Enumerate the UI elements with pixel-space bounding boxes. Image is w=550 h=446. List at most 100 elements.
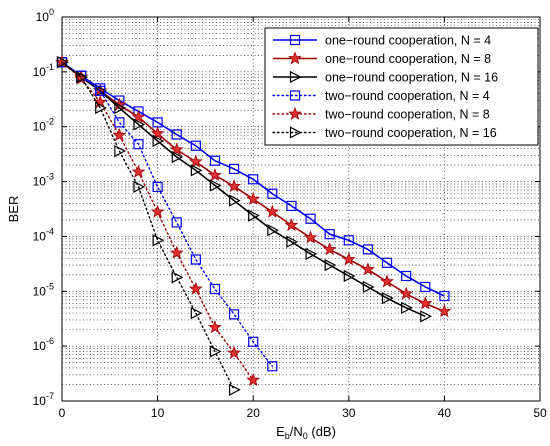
series-0-point-13 bbox=[305, 213, 316, 224]
x-axis-label-mid: /N bbox=[290, 424, 303, 439]
legend-label-1: one−round cooperation, N = 8 bbox=[325, 52, 491, 66]
series-5-point-4 bbox=[133, 180, 146, 194]
x-tick-label-0: 0 bbox=[59, 406, 66, 420]
series-1-point-14 bbox=[322, 242, 337, 256]
y-tick-label-exp-6: -6 bbox=[46, 336, 54, 346]
legend-label-2: one−round cooperation, N = 16 bbox=[325, 71, 498, 85]
y-tick-label-exp-5: -5 bbox=[46, 281, 54, 291]
series-2-point-15 bbox=[343, 269, 356, 283]
series-3 bbox=[56, 57, 278, 372]
series-2-point-7 bbox=[190, 164, 203, 177]
x-tick-label-4: 40 bbox=[438, 406, 452, 420]
axis-ticks: 0 10 20 30 40 5010010-110-210-310-410-510-610… bbox=[33, 7, 547, 420]
series-4-point-5 bbox=[150, 204, 165, 218]
y-axis-label: BER bbox=[6, 196, 21, 223]
series-0-point-17 bbox=[381, 257, 393, 268]
series-4-point-4 bbox=[131, 164, 146, 178]
y-tick-label-exp-3: -3 bbox=[46, 172, 54, 182]
series-2-point-12 bbox=[286, 235, 299, 248]
series-5-point-2 bbox=[95, 101, 107, 115]
series-3-point-8 bbox=[209, 283, 221, 295]
series-0-point-18 bbox=[401, 270, 412, 282]
series-3-point-4 bbox=[133, 139, 144, 150]
series-5-point-1 bbox=[76, 71, 88, 84]
series-1-point-20 bbox=[437, 304, 452, 318]
series-2-point-3 bbox=[114, 101, 127, 115]
series-2-point-4 bbox=[133, 118, 146, 131]
series-1-point-5 bbox=[150, 126, 165, 140]
series-4-point-3 bbox=[112, 127, 127, 142]
series-1 bbox=[55, 54, 452, 318]
y-tick-label-7: 10-7 bbox=[33, 391, 54, 408]
y-tick-label-0: 100 bbox=[36, 7, 54, 24]
series-2-point-5 bbox=[152, 134, 165, 148]
legend-box bbox=[264, 27, 539, 146]
series-2-point-10 bbox=[248, 209, 260, 222]
series-3-point-5 bbox=[152, 181, 163, 192]
series-5-point-7 bbox=[190, 306, 203, 320]
series-1-point-9 bbox=[227, 179, 241, 193]
series-2-point-17 bbox=[381, 291, 394, 305]
series-5 bbox=[56, 56, 241, 396]
series-4-point-7 bbox=[188, 281, 203, 295]
legend-marker-4 bbox=[288, 106, 302, 120]
x-tick-label-2: 20 bbox=[247, 406, 261, 420]
series-0-point-16 bbox=[362, 244, 374, 255]
series-0-point-8 bbox=[209, 155, 221, 166]
series-4-point-6 bbox=[169, 245, 184, 259]
series-3-point-6 bbox=[171, 217, 182, 228]
legend-marker-5 bbox=[289, 126, 302, 139]
x-axis-label-main: E bbox=[276, 424, 285, 439]
series-4-point-9 bbox=[227, 345, 241, 359]
series-3-point-7 bbox=[190, 254, 201, 265]
y-tick-label-base-3: 10 bbox=[33, 175, 47, 189]
series-4-point-10 bbox=[246, 372, 261, 386]
y-tick-label-4: 10-4 bbox=[33, 226, 54, 243]
series-1-point-16 bbox=[361, 262, 375, 276]
series-5-point-9 bbox=[228, 383, 241, 396]
y-tick-label-exp-4: -4 bbox=[46, 226, 54, 236]
series-5-point-6 bbox=[171, 271, 184, 284]
series-0-point-12 bbox=[286, 200, 297, 212]
series-line-3 bbox=[61, 61, 274, 367]
y-tick-label-3: 10-3 bbox=[33, 172, 54, 189]
x-axis-label: Eb/N0 (dB) bbox=[276, 424, 336, 441]
series-2-point-8 bbox=[209, 179, 222, 192]
series-5-point-3 bbox=[114, 144, 127, 158]
series-2-point-18 bbox=[401, 301, 413, 314]
y-tick-label-2: 10-2 bbox=[33, 117, 54, 134]
legend: one−round cooperation, N = 4 one−round co… bbox=[264, 27, 539, 146]
y-tick-label-base-6: 10 bbox=[33, 339, 47, 353]
legend-label-4: two−round cooperation, N = 8 bbox=[325, 108, 490, 122]
y-tick-label-exp-7: -7 bbox=[46, 391, 54, 401]
y-tick-label-base-7: 10 bbox=[33, 394, 47, 408]
series-0-point-7 bbox=[190, 140, 201, 151]
series-2-point-16 bbox=[362, 280, 375, 294]
series-0-point-11 bbox=[267, 188, 278, 199]
series-0-point-14 bbox=[324, 229, 335, 240]
y-tick-label-base-1: 10 bbox=[33, 65, 47, 79]
series-1-point-12 bbox=[284, 218, 299, 232]
series-2-point-14 bbox=[324, 258, 337, 272]
series-1-point-7 bbox=[188, 154, 203, 168]
x-tick-label-5: 50 bbox=[533, 406, 547, 420]
series-1-point-10 bbox=[246, 191, 261, 205]
series-0-point-9 bbox=[228, 163, 240, 175]
series-1-point-18 bbox=[399, 286, 414, 300]
series-4-point-8 bbox=[208, 320, 222, 334]
legend-label-5: two−round cooperation, N = 16 bbox=[325, 126, 497, 140]
legend-marker-0 bbox=[289, 34, 301, 46]
series-line-5 bbox=[61, 61, 235, 391]
series-5-point-5 bbox=[152, 234, 165, 247]
series-2-point-11 bbox=[267, 224, 280, 237]
series-2-point-19 bbox=[420, 310, 432, 323]
x-axis-label-sub2: 0 bbox=[303, 431, 308, 441]
y-tick-label-base-2: 10 bbox=[33, 120, 47, 134]
series-0-point-20 bbox=[439, 290, 450, 302]
y-tick-label-5: 10-5 bbox=[33, 281, 54, 298]
series-0-point-6 bbox=[171, 129, 182, 140]
series-line-2 bbox=[61, 61, 426, 318]
x-tick-label-1: 10 bbox=[151, 406, 165, 420]
series-3-point-11 bbox=[267, 361, 278, 372]
